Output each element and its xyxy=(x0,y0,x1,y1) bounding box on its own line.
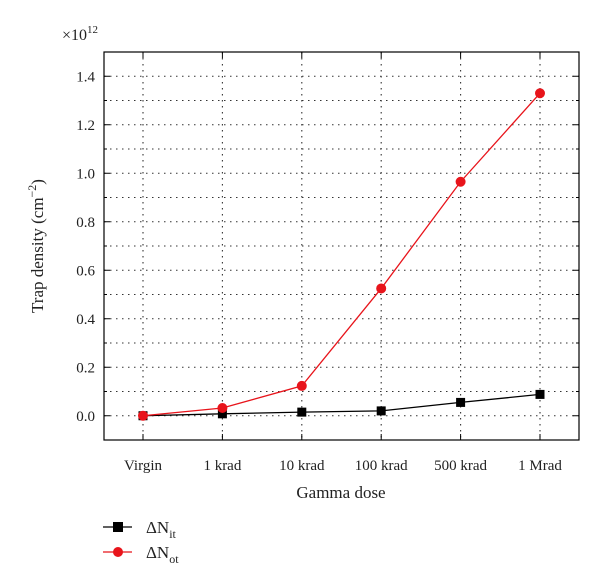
legend-label-ot-sub: ot xyxy=(169,552,179,566)
x-tick-label: Virgin xyxy=(124,458,162,474)
data-point-it xyxy=(535,389,545,399)
y-tick-label: 0.6 xyxy=(76,263,95,279)
data-point-it xyxy=(456,397,466,407)
data-series xyxy=(138,88,545,421)
data-point-ot xyxy=(138,410,148,421)
data-point-ot xyxy=(217,402,228,413)
series-line-it xyxy=(142,393,541,417)
y-multiplier: ×1012 xyxy=(62,24,98,44)
y-tick-label: 0.0 xyxy=(76,409,95,425)
data-point-ot xyxy=(376,283,387,294)
x-tick-label: 1 krad xyxy=(203,458,241,474)
y-axis-title-text: Trap density (cm xyxy=(28,197,47,313)
x-tick-label: 1 Mrad xyxy=(518,458,562,474)
y-axis-unit-exponent: −2 xyxy=(25,185,39,198)
y-multiplier-exponent: 12 xyxy=(87,24,98,36)
y-multiplier-base: ×10 xyxy=(62,27,87,44)
y-axis-title-close: ) xyxy=(28,179,47,185)
data-point-ot xyxy=(455,176,466,187)
data-point-it xyxy=(297,407,307,417)
x-axis-title: Gamma dose xyxy=(296,483,385,502)
data-point-ot xyxy=(535,88,545,99)
series-ot xyxy=(138,88,545,421)
x-tick-label: 100 krad xyxy=(355,458,408,474)
legend: ΔNit ΔNot xyxy=(103,518,179,566)
x-tick-label: 500 krad xyxy=(434,458,487,474)
data-point-it xyxy=(217,409,227,419)
y-tick-label: 0.8 xyxy=(76,215,95,231)
legend-label-ot-name: ΔN xyxy=(146,543,169,562)
y-tick-label: 0.4 xyxy=(76,312,95,328)
legend-marker-ot xyxy=(113,547,123,557)
tick-labels: 0.0 0.2 0.4 0.6 0.8 1.0 1.2 1.4 Virgin 1 krad 10 k… xyxy=(76,69,562,474)
legend-marker-it xyxy=(113,522,123,532)
plot-area-frame xyxy=(103,51,580,441)
x-tick-label: 10 krad xyxy=(279,458,325,474)
legend-label-it: ΔNit xyxy=(146,518,177,541)
series-it xyxy=(138,389,545,421)
y-tick-label: 1.2 xyxy=(76,118,95,134)
grid-lines xyxy=(104,52,579,440)
legend-label-ot: ΔNot xyxy=(146,543,179,566)
y-axis-title: Trap density (cm−2) xyxy=(25,179,47,313)
y-tick-label: 1.4 xyxy=(76,69,95,85)
legend-label-it-sub: it xyxy=(169,527,176,541)
axis-ticks xyxy=(104,51,579,441)
y-tick-label: 1.0 xyxy=(76,166,95,182)
data-point-it xyxy=(376,406,386,416)
y-tick-label: 0.2 xyxy=(76,360,95,376)
series-line-ot xyxy=(142,92,541,417)
data-point-ot xyxy=(296,380,307,391)
legend-label-it-name: ΔN xyxy=(146,518,169,537)
